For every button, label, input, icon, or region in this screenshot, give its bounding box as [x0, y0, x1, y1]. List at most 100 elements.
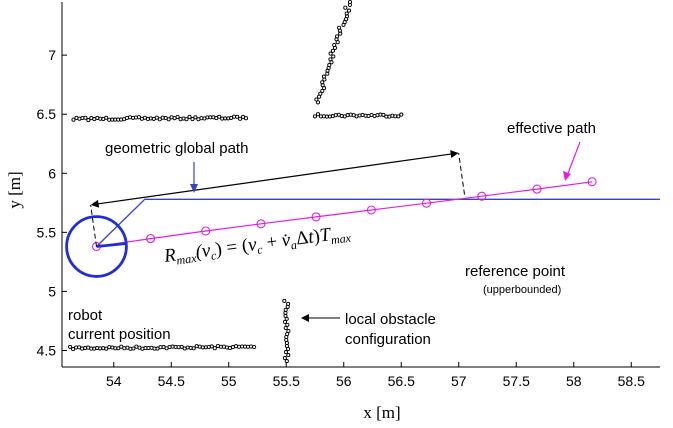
obstacle-point	[327, 63, 332, 68]
obstacle-point	[282, 319, 288, 324]
obstacle-point	[283, 325, 288, 331]
x-tick-label: 58	[566, 373, 582, 389]
obstacle-point	[191, 346, 196, 351]
effective-path-point	[477, 191, 487, 201]
x-axis-label: x [m]	[363, 403, 400, 422]
x-tick-label: 54.5	[158, 373, 185, 389]
obstacle-point	[157, 117, 162, 122]
reference-point-label: reference point	[465, 263, 566, 280]
radius-arrowhead-left	[90, 199, 100, 208]
y-tick-label: 4.5	[37, 342, 57, 358]
obstacle-point	[335, 34, 340, 39]
obstacle-point	[330, 48, 335, 53]
obstacle-point	[312, 114, 318, 119]
effective-path-point	[532, 184, 542, 194]
obstacle-point	[328, 51, 333, 56]
y-axis-label: y [m]	[5, 171, 24, 208]
obstacle-point	[136, 115, 141, 120]
obstacle-point	[166, 117, 171, 122]
obstacle-point	[343, 5, 348, 10]
obstacle-point	[252, 344, 257, 350]
effective-path-point	[311, 212, 321, 222]
effective-path-point	[587, 177, 597, 187]
obstacle-point	[119, 344, 124, 349]
robot-heading	[96, 242, 127, 248]
y-tick-label: 5.5	[37, 224, 57, 240]
obstacle-point	[179, 344, 184, 349]
obstacle-point	[190, 117, 195, 122]
effective-path-point	[256, 219, 266, 229]
radius-extension-left	[90, 204, 97, 247]
obstacle-point	[283, 350, 289, 355]
effective-path-point	[421, 198, 432, 208]
obstacle-point	[284, 359, 289, 364]
radius-extension-right	[458, 152, 465, 195]
global-path-label: geometric global path	[105, 140, 248, 157]
effective-path-point	[201, 226, 211, 236]
obstacle-point	[193, 115, 198, 120]
obstacle-point	[318, 91, 323, 96]
robot-label-line2: current position	[68, 326, 171, 343]
x-tick-label: 56.5	[388, 373, 415, 389]
obstacle-point	[331, 54, 336, 59]
global-path-line	[96, 198, 660, 247]
obstacle-point	[184, 117, 189, 122]
obstacle-arrowhead	[301, 314, 309, 322]
x-tick-label: 56	[336, 373, 352, 389]
obstacle-point	[131, 346, 136, 351]
global-path-arrowhead	[190, 184, 198, 193]
radius-arrowhead-right	[450, 150, 459, 159]
effective-path-point	[366, 205, 376, 215]
x-tick-label: 55.5	[273, 373, 300, 389]
path-layer	[65, 150, 660, 278]
obstacle-point	[282, 298, 287, 303]
effective-path-point	[146, 234, 156, 244]
obstacle-point	[83, 115, 88, 120]
obstacle-point	[175, 114, 180, 120]
radius-dimension-line	[97, 153, 452, 205]
effective-path-line	[96, 181, 593, 248]
y-tick-label: 6	[48, 165, 56, 181]
obstacle-point	[286, 301, 291, 306]
obstacle-point	[68, 344, 73, 349]
obstacle-point	[187, 114, 192, 119]
y-tick-label: 7	[48, 47, 56, 63]
robot-circle	[65, 215, 128, 278]
obstacle-point	[344, 11, 349, 16]
obstacle-point	[315, 112, 321, 117]
obstacle-point	[285, 322, 290, 327]
obstacle-point	[217, 114, 222, 119]
obstacle-point	[154, 115, 159, 120]
y-tick-label: 5	[48, 283, 56, 299]
x-tick-label: 57.5	[503, 373, 530, 389]
obstacle-label: local obstacle	[345, 311, 436, 328]
radius-formula: Rmax(vc) = (vc + v̇aΔt)Tmax	[162, 222, 352, 269]
obstacle-point	[315, 100, 321, 105]
x-tick-label: 58.5	[618, 373, 645, 389]
obstacle-point	[243, 116, 249, 121]
effective-path-arrowhead	[563, 171, 571, 181]
obstacle-point	[238, 116, 243, 121]
obstacle-point	[328, 57, 333, 62]
obstacle-point	[71, 347, 76, 352]
obstacle-point	[321, 74, 326, 79]
obstacle-point	[320, 88, 325, 93]
obstacle-point	[71, 117, 76, 122]
obstacle-point	[116, 346, 121, 351]
effective-path-label: effective path	[507, 120, 596, 137]
obstacle-point	[286, 353, 291, 358]
x-tick-label: 57	[451, 373, 467, 389]
obstacle-point	[332, 42, 337, 48]
obstacle-point	[104, 346, 109, 351]
obstacle-point	[337, 25, 342, 30]
obstacle-point	[396, 114, 401, 119]
obstacle-point	[286, 328, 291, 334]
obstacle-point	[282, 356, 287, 361]
effective-path-arrow	[566, 141, 581, 177]
obstacle-point	[86, 118, 91, 123]
obstacle-point	[381, 112, 386, 117]
obstacle-point	[314, 97, 319, 102]
obstacle-point	[104, 115, 109, 120]
obstacle-point	[209, 344, 214, 349]
